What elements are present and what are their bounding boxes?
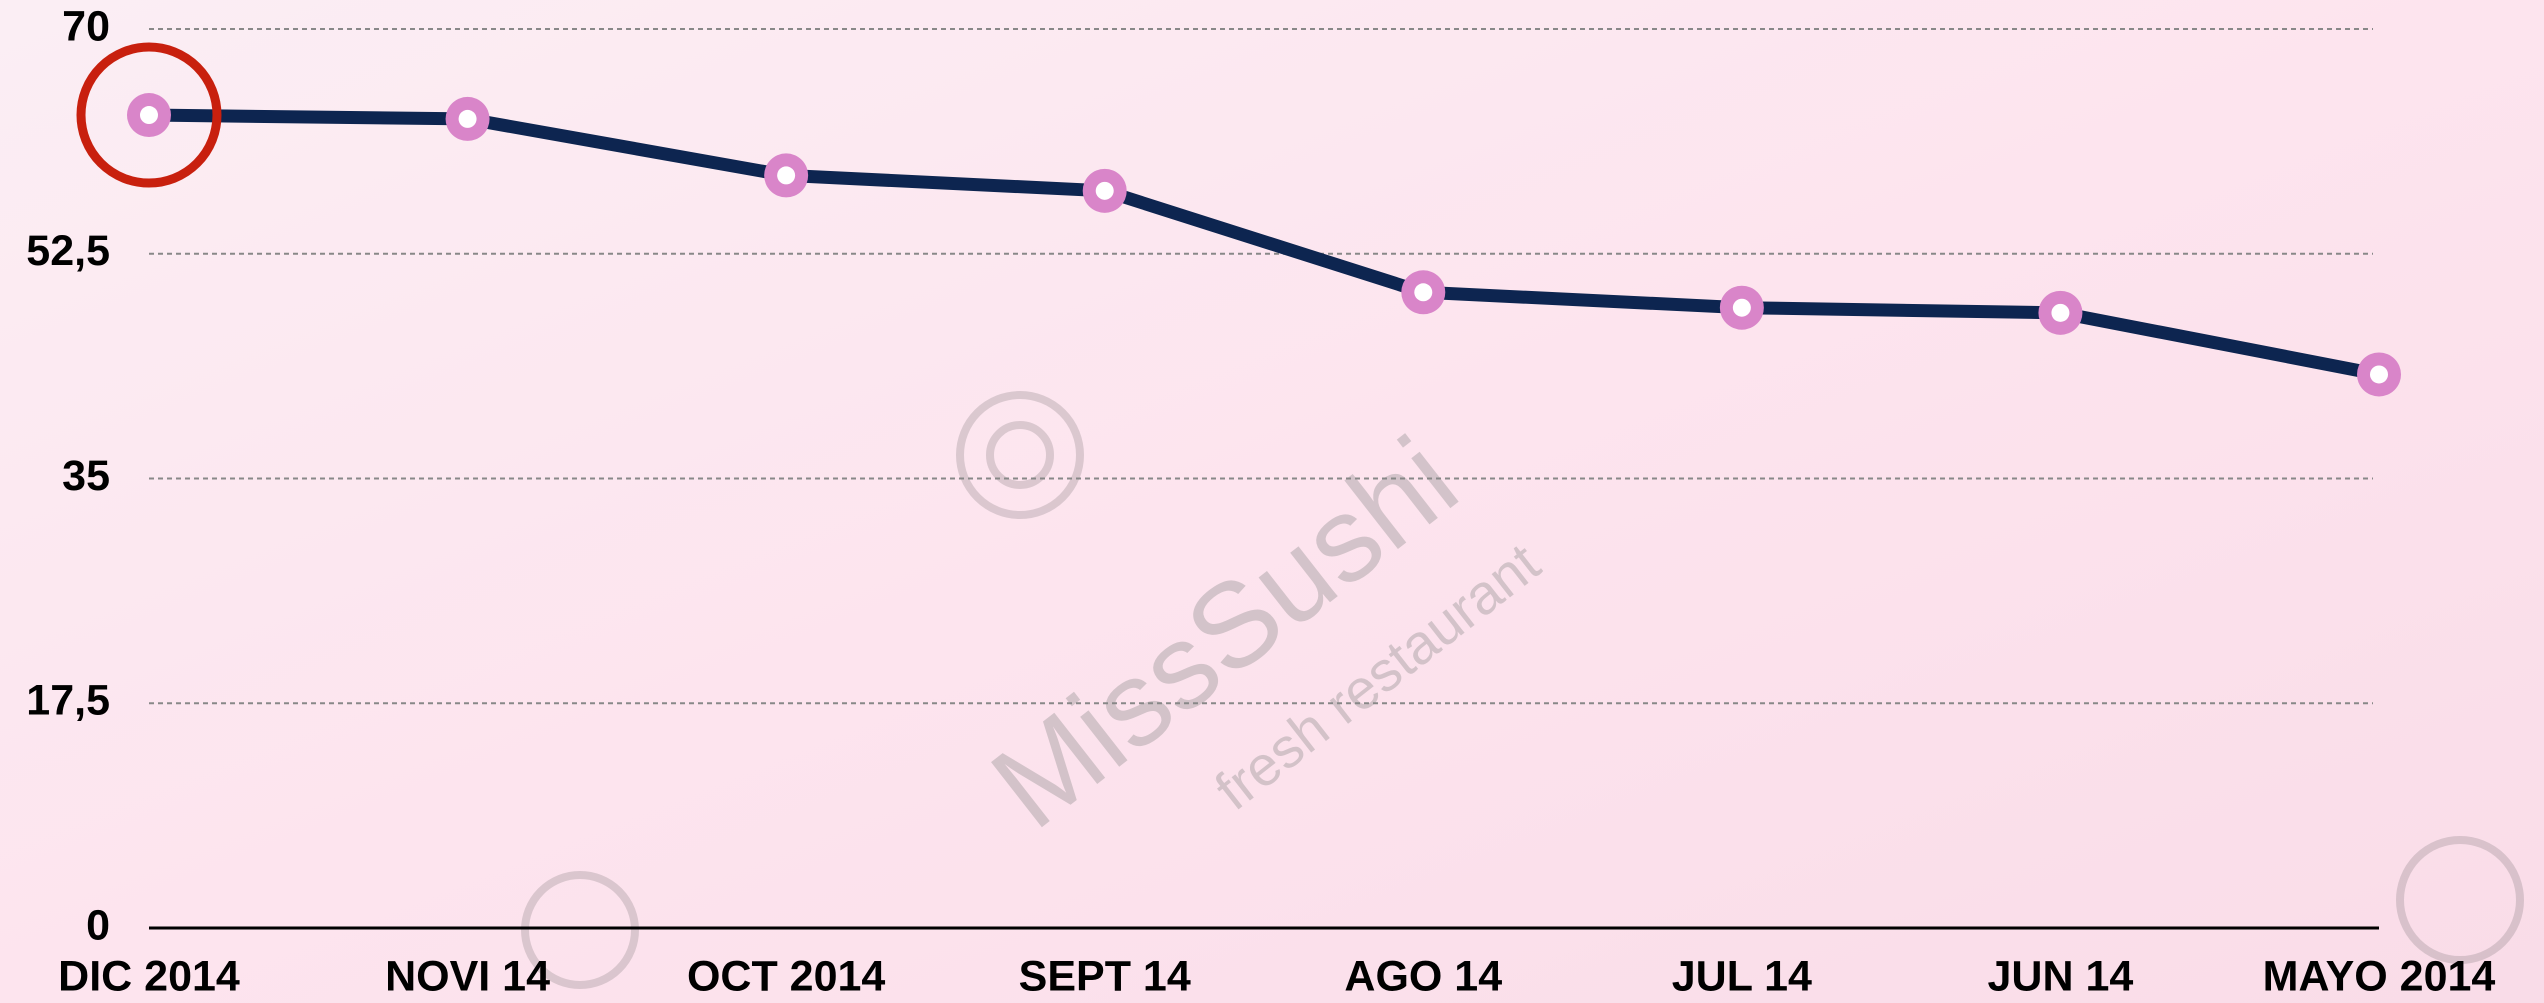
- y-tick-label: 52,5: [26, 227, 110, 275]
- y-tick-label: 0: [86, 901, 110, 949]
- x-tick-label: DIC 2014: [58, 952, 240, 1000]
- x-tick-label: AGO 14: [1344, 952, 1502, 1000]
- background: [0, 0, 2544, 1003]
- marker-center: [1414, 283, 1432, 301]
- marker-center: [2051, 304, 2069, 322]
- marker-center: [1733, 299, 1751, 317]
- data-point: [127, 93, 171, 137]
- x-tick-label: JUL 14: [1672, 952, 1812, 1000]
- x-tick-label: OCT 2014: [687, 952, 885, 1000]
- y-tick-label: 17,5: [26, 677, 110, 725]
- x-tick-label: MAYO 2014: [2263, 952, 2496, 1000]
- data-point: [1720, 286, 1764, 330]
- data-point: [2038, 291, 2082, 335]
- marker-center: [459, 110, 477, 128]
- data-point: [446, 97, 490, 141]
- data-point: [1401, 270, 1445, 314]
- page: MissSushi fresh restaurant 017,53552,570…: [0, 0, 2544, 1003]
- marker-center: [140, 106, 158, 124]
- x-tick-label: SEPT 14: [1019, 952, 1191, 1000]
- marker-center: [777, 166, 795, 184]
- x-tick-label: NOVI 14: [385, 952, 550, 1000]
- data-point: [1083, 169, 1127, 213]
- chart: MissSushi fresh restaurant 017,53552,570…: [0, 0, 2544, 1003]
- y-tick-label: 35: [62, 452, 110, 500]
- x-tick-label: JUN 14: [1988, 952, 2134, 1000]
- marker-center: [1096, 182, 1114, 200]
- data-point: [764, 153, 808, 197]
- y-tick-label: 70: [62, 2, 110, 50]
- marker-center: [2370, 365, 2388, 383]
- data-point: [2357, 352, 2401, 396]
